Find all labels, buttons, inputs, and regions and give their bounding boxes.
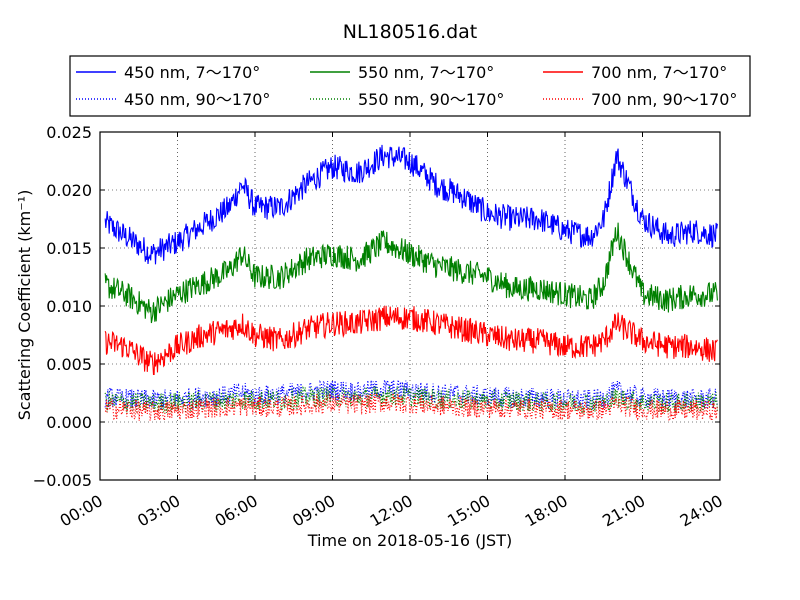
x-axis-label: Time on 2018-05-16 (JST) <box>307 531 512 550</box>
x-tick-label: 06:00 <box>212 491 261 531</box>
legend-box <box>69 55 751 117</box>
y-tick-label: 0.025 <box>46 123 92 142</box>
y-tick-label: 0.020 <box>46 181 92 200</box>
legend-label: 450 nm, 90～170° <box>124 90 270 109</box>
legend-label: 700 nm, 90～170° <box>591 90 737 109</box>
y-tick-label: 0.010 <box>46 297 92 316</box>
legend-label: 450 nm, 7～170° <box>124 63 260 82</box>
x-tick-label: 21:00 <box>599 491 648 531</box>
y-axis-label: Scattering Coefficient (km⁻¹) <box>15 190 34 421</box>
series-line <box>104 222 718 324</box>
x-tick-label: 24:00 <box>677 491 726 531</box>
x-tick-label: 18:00 <box>522 491 571 531</box>
y-tick-label: 0.005 <box>46 355 92 374</box>
x-tick-label: 15:00 <box>444 491 493 531</box>
legend-label: 550 nm, 7～170° <box>358 63 494 82</box>
y-tick-label: 0.000 <box>46 413 92 432</box>
x-tick-label: 12:00 <box>367 491 416 531</box>
chart-title: NL180516.dat <box>343 21 478 43</box>
x-tick-label: 00:00 <box>57 491 106 531</box>
x-tick-label: 03:00 <box>134 491 183 531</box>
y-tick-label: −0.005 <box>33 471 92 490</box>
series-line <box>104 144 718 265</box>
x-tick-label: 09:00 <box>289 491 338 531</box>
series-line <box>104 305 718 376</box>
plot-frame <box>99 131 721 481</box>
legend-label: 700 nm, 7～170° <box>591 63 727 82</box>
series-line <box>104 385 718 415</box>
y-tick-label: 0.015 <box>46 239 92 258</box>
legend: 450 nm, 7～170° 550 nm, 7～170° 700 nm, 7～17… <box>69 55 751 117</box>
legend-label: 550 nm, 90～170° <box>358 90 504 109</box>
plot-area: 00:00 03:00 06:00 09:00 12:00 15:00 18:00 21:00… <box>33 123 726 531</box>
